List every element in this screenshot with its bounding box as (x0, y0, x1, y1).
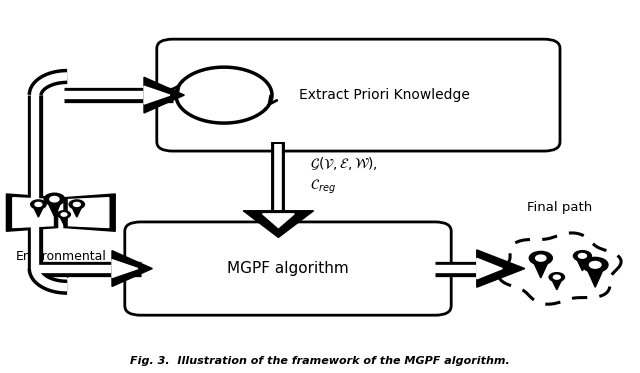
Polygon shape (68, 198, 109, 228)
Circle shape (573, 251, 591, 261)
Polygon shape (588, 270, 603, 287)
Circle shape (536, 255, 546, 261)
Polygon shape (477, 258, 502, 279)
Polygon shape (112, 260, 138, 278)
Polygon shape (243, 211, 314, 238)
Polygon shape (48, 203, 61, 216)
Circle shape (44, 193, 65, 205)
Polygon shape (112, 251, 152, 286)
Polygon shape (552, 280, 561, 290)
Text: Environmental
map: Environmental map (15, 250, 106, 278)
Text: Final path: Final path (527, 201, 593, 214)
Polygon shape (13, 198, 53, 228)
Circle shape (35, 203, 42, 206)
Text: Fig. 3.  Illustration of the framework of the MGPF algorithm.: Fig. 3. Illustration of the framework of… (130, 355, 510, 366)
FancyBboxPatch shape (125, 222, 451, 315)
Polygon shape (34, 207, 43, 217)
Text: $\mathcal{G}(\mathcal{V},\mathcal{E},\mathcal{W}),$
$\mathcal{C}_{reg}$: $\mathcal{G}(\mathcal{V},\mathcal{E},\ma… (310, 155, 378, 196)
Circle shape (69, 200, 84, 209)
Text: MGPF algorithm: MGPF algorithm (227, 261, 349, 276)
Polygon shape (72, 207, 81, 217)
Polygon shape (534, 263, 548, 278)
Circle shape (50, 197, 59, 202)
Polygon shape (477, 250, 525, 287)
Polygon shape (64, 194, 115, 231)
Circle shape (74, 203, 80, 206)
Polygon shape (6, 194, 58, 231)
Circle shape (579, 254, 586, 258)
Circle shape (61, 213, 67, 216)
Polygon shape (144, 77, 184, 113)
Circle shape (529, 251, 552, 265)
Circle shape (31, 200, 46, 209)
Circle shape (58, 211, 70, 218)
Polygon shape (577, 260, 588, 271)
Circle shape (582, 257, 608, 272)
Circle shape (554, 275, 560, 279)
Circle shape (589, 261, 601, 268)
Polygon shape (262, 214, 294, 228)
Circle shape (549, 273, 564, 282)
Text: Extract Priori Knowledge: Extract Priori Knowledge (299, 88, 470, 102)
Polygon shape (144, 86, 170, 104)
Polygon shape (60, 217, 68, 225)
FancyBboxPatch shape (157, 39, 560, 151)
